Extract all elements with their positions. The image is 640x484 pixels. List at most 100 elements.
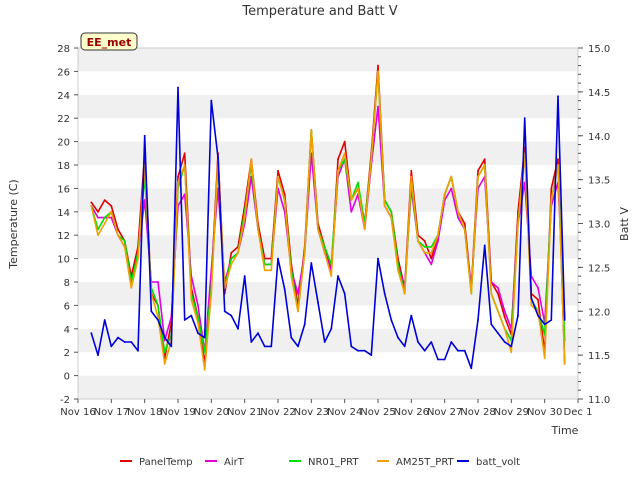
series-line-batt-volt <box>90 86 566 370</box>
legend: PanelTemp AirT NR01_PRT AM25T_PRT batt_volt <box>120 457 520 468</box>
data-point-nr01-prt <box>357 181 359 184</box>
data-point-am25t-prt <box>137 257 139 260</box>
data-point-am25t-prt <box>543 357 546 359</box>
data-point-batt-volt <box>230 314 233 317</box>
y-tick-label: 18 <box>57 161 70 172</box>
data-point-paneltemp <box>183 152 186 155</box>
data-point-batt-volt <box>450 341 453 343</box>
x-tick-label: Nov 19 <box>160 407 195 418</box>
data-point-batt-volt <box>297 345 299 348</box>
y-tick-label: 6 <box>64 301 70 312</box>
data-point-batt-volt <box>390 319 393 321</box>
data-point-batt-volt <box>403 345 406 348</box>
data-point-am25t-prt <box>430 251 433 254</box>
data-point-batt-volt <box>150 310 153 313</box>
x-tick-label: Nov 29 <box>494 407 529 418</box>
legend-label-paneltemp: PanelTemp <box>139 457 193 468</box>
data-point-am25t-prt <box>303 251 306 254</box>
data-point-am25t-prt <box>337 169 339 172</box>
data-point-airt <box>110 216 113 219</box>
y-tick-label: 26 <box>57 67 70 78</box>
data-point-am25t-prt <box>350 199 353 202</box>
data-point-batt-volt <box>370 354 373 356</box>
data-point-airt <box>97 216 99 219</box>
x-tick-label: Nov 20 <box>194 407 229 418</box>
data-point-nr01-prt <box>163 351 166 354</box>
data-point-am25t-prt <box>263 269 266 272</box>
data-point-am25t-prt <box>537 310 539 313</box>
data-point-am25t-prt <box>403 292 406 295</box>
y-tick-label: 24 <box>57 91 70 102</box>
data-point-batt-volt <box>377 257 379 260</box>
data-point-am25t-prt <box>330 275 333 277</box>
data-point-airt <box>497 287 499 289</box>
data-point-batt-volt <box>263 345 266 348</box>
data-point-paneltemp <box>477 169 479 172</box>
y2-tick-label: 13.0 <box>588 220 610 231</box>
data-point-batt-volt <box>123 341 126 343</box>
data-point-am25t-prt <box>177 181 179 184</box>
data-point-am25t-prt <box>450 175 453 178</box>
data-point-nr01-prt <box>103 216 106 219</box>
data-point-am25t-prt <box>357 187 359 190</box>
data-point-paneltemp <box>103 199 106 202</box>
data-point-am25t-prt <box>397 269 399 272</box>
y-tick-label: 4 <box>64 325 70 336</box>
data-point-airt <box>350 210 353 213</box>
grid-band <box>78 235 578 259</box>
data-point-am25t-prt <box>197 322 199 324</box>
data-point-am25t-prt <box>317 228 319 231</box>
data-point-batt-volt <box>470 367 473 370</box>
data-point-batt-volt <box>237 327 239 330</box>
data-point-am25t-prt <box>243 216 246 219</box>
data-point-batt-volt <box>190 314 193 317</box>
data-point-paneltemp <box>430 257 433 260</box>
data-point-am25t-prt <box>257 228 259 231</box>
x-tick-label: Nov 22 <box>260 407 295 418</box>
data-point-am25t-prt <box>510 351 513 354</box>
data-point-am25t-prt <box>470 292 473 295</box>
data-point-batt-volt <box>90 332 93 335</box>
y-tick-label: 20 <box>57 138 70 149</box>
data-point-batt-volt <box>130 341 133 343</box>
data-point-batt-volt <box>177 86 179 89</box>
data-point-paneltemp <box>343 140 346 143</box>
data-point-batt-volt <box>563 319 566 321</box>
data-point-paneltemp <box>117 228 119 231</box>
data-point-batt-volt <box>477 319 479 321</box>
data-point-nr01-prt <box>323 246 326 248</box>
data-point-batt-volt <box>283 288 286 291</box>
data-point-batt-volt <box>157 319 159 321</box>
x-tick-label: Nov 25 <box>360 407 395 418</box>
data-point-am25t-prt <box>370 158 373 161</box>
site-badge-box <box>80 32 138 51</box>
y2-tick-label: 14.0 <box>588 132 610 143</box>
data-point-paneltemp <box>90 201 93 204</box>
grid-band <box>78 282 578 306</box>
data-point-am25t-prt <box>210 292 213 295</box>
data-point-batt-volt <box>437 358 439 361</box>
data-point-batt-volt <box>543 323 546 326</box>
data-point-airt <box>163 339 166 342</box>
y-tick-label: 16 <box>57 184 70 195</box>
data-point-batt-volt <box>537 314 539 317</box>
data-point-batt-volt <box>503 341 506 343</box>
data-point-batt-volt <box>423 349 426 352</box>
data-point-am25t-prt <box>563 363 566 365</box>
data-point-am25t-prt <box>557 164 559 166</box>
data-point-am25t-prt <box>203 368 206 371</box>
data-point-am25t-prt <box>443 193 446 196</box>
data-point-am25t-prt <box>517 222 519 225</box>
data-point-am25t-prt <box>250 158 253 161</box>
data-point-am25t-prt <box>457 210 459 213</box>
data-point-batt-volt <box>337 275 339 277</box>
data-point-am25t-prt <box>437 234 439 237</box>
data-point-am25t-prt <box>90 205 93 207</box>
data-point-am25t-prt <box>550 199 553 202</box>
data-point-paneltemp <box>377 64 379 67</box>
data-point-batt-volt <box>457 349 459 352</box>
data-point-am25t-prt <box>97 234 99 237</box>
data-point-batt-volt <box>530 297 533 299</box>
data-point-batt-volt <box>510 345 513 348</box>
data-point-am25t-prt <box>157 316 159 318</box>
